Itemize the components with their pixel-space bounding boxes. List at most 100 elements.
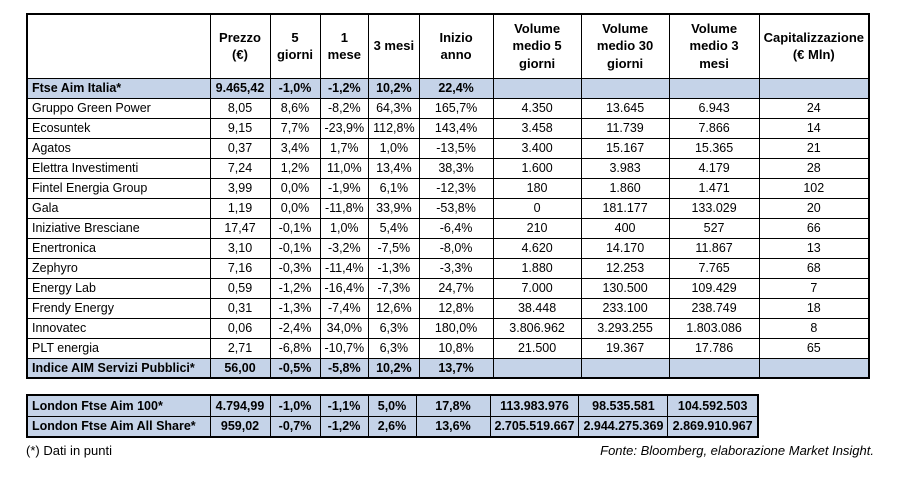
cell-5-giorni: -0,1%: [269, 217, 321, 239]
col-header-5-giorni: 5 giorni: [269, 13, 321, 79]
cell-volume-3m: 1.471: [668, 177, 760, 199]
cell-capitalizzazione: 18: [758, 297, 870, 319]
cell-5-giorni: -1,0%: [269, 77, 321, 99]
table-row: Gruppo Green Power 8,05 8,6% -8,2% 64,3%…: [26, 97, 870, 119]
cell-prezzo: 0,06: [209, 317, 271, 339]
cell-inizio-anno: 13,6%: [415, 415, 491, 438]
cell-volume-3m: 1.803.086: [668, 317, 760, 339]
cell-capitalizzazione: [758, 77, 870, 99]
col-header-prezzo: Prezzo (€): [209, 13, 271, 79]
london-aim-table: London Ftse Aim 100* 4.794,99 -1,0% -1,1…: [26, 394, 759, 438]
table-row: Fintel Energia Group 3,99 0,0% -1,9% 6,1…: [26, 177, 870, 199]
cell-volume-30g: 19.367: [580, 337, 670, 359]
cell-3-mesi: -7,3%: [368, 277, 420, 299]
cell-prezzo: 1,19: [209, 197, 271, 219]
row-label: Elettra Investimenti: [26, 157, 211, 179]
cell-5-giorni: 1,2%: [269, 157, 321, 179]
cell-5-giorni: -0,1%: [269, 237, 321, 259]
cell-5-giorni: -0,3%: [269, 257, 321, 279]
cell-3-mesi: 5,0%: [367, 394, 417, 417]
cell-capitalizzazione: 7: [758, 277, 870, 299]
header-row: Prezzo (€) 5 giorni 1 mese 3 mesi Inizio…: [26, 13, 870, 79]
cell-3-mesi: 33,9%: [368, 197, 420, 219]
cell-inizio-anno: -53,8%: [418, 197, 494, 219]
cell-inizio-anno: 143,4%: [418, 117, 494, 139]
cell-volume-5g: 113.983.976: [489, 394, 580, 417]
cell-volume-5g: 3.806.962: [492, 317, 582, 339]
cell-prezzo: 3,99: [209, 177, 271, 199]
cell-volume-30g: 233.100: [580, 297, 670, 319]
cell-capitalizzazione: 68: [758, 257, 870, 279]
index-row: Ftse Aim Italia* 9.465,42 -1,0% -1,2% 10…: [26, 77, 870, 99]
cell-1-mese: -1,2%: [319, 415, 369, 438]
cell-volume-3m: 133.029: [668, 197, 760, 219]
cell-1-mese: -10,7%: [319, 337, 370, 359]
cell-prezzo: 17,47: [209, 217, 271, 239]
row-label: Frendy Energy: [26, 297, 211, 319]
cell-1-mese: 34,0%: [319, 317, 370, 339]
cell-prezzo: 0,31: [209, 297, 271, 319]
cell-5-giorni: -1,0%: [269, 394, 321, 417]
cell-1-mese: 1,7%: [319, 137, 370, 159]
corner-header: [26, 13, 211, 79]
cell-1-mese: -1,9%: [319, 177, 370, 199]
cell-5-giorni: -0,7%: [269, 415, 321, 438]
cell-5-giorni: 0,0%: [269, 177, 321, 199]
cell-5-giorni: -6,8%: [269, 337, 321, 359]
cell-capitalizzazione: 14: [758, 117, 870, 139]
row-label: Zephyro: [26, 257, 211, 279]
cell-1-mese: -16,4%: [319, 277, 370, 299]
cell-capitalizzazione: 13: [758, 237, 870, 259]
cell-3-mesi: 5,4%: [368, 217, 420, 239]
cell-volume-5g: 3.458: [492, 117, 582, 139]
cell-prezzo: 959,02: [209, 415, 271, 438]
cell-1-mese: -1,1%: [319, 394, 369, 417]
table-row: Zephyro 7,16 -0,3% -11,4% -1,3% -3,3% 1.…: [26, 257, 870, 279]
cell-5-giorni: -2,4%: [269, 317, 321, 339]
cell-volume-5g: [492, 77, 582, 99]
cell-inizio-anno: 180,0%: [418, 317, 494, 339]
row-label: Fintel Energia Group: [26, 177, 211, 199]
row-label: PLT energia: [26, 337, 211, 359]
col-header-3-mesi: 3 mesi: [368, 13, 420, 79]
cell-capitalizzazione: 102: [758, 177, 870, 199]
cell-volume-3m: 4.179: [668, 157, 760, 179]
cell-volume-5g: 1.600: [492, 157, 582, 179]
cell-volume-3m: 15.365: [668, 137, 760, 159]
col-header-volume-5-giorni: Volume medio 5 giorni: [492, 13, 582, 79]
table-row: Innovatec 0,06 -2,4% 34,0% 6,3% 180,0% 3…: [26, 317, 870, 339]
cell-prezzo: 8,05: [209, 97, 271, 119]
cell-volume-5g: 4.350: [492, 97, 582, 119]
cell-volume-3m: 7.866: [668, 117, 760, 139]
cell-volume-5g: [492, 357, 582, 379]
cell-3-mesi: 64,3%: [368, 97, 420, 119]
cell-volume-30g: 181.177: [580, 197, 670, 219]
cell-1-mese: -1,2%: [319, 77, 370, 99]
cell-inizio-anno: -8,0%: [418, 237, 494, 259]
cell-volume-30g: [580, 77, 670, 99]
cell-volume-30g: 12.253: [580, 257, 670, 279]
cell-volume-30g: 11.739: [580, 117, 670, 139]
footnote-dati-in-punti: (*) Dati in punti: [26, 443, 112, 458]
cell-inizio-anno: 38,3%: [418, 157, 494, 179]
cell-volume-3m: 527: [668, 217, 760, 239]
cell-volume-30g: 13.645: [580, 97, 670, 119]
footer: (*) Dati in punti Fonte: Bloomberg, elab…: [26, 443, 874, 458]
cell-1-mese: -3,2%: [319, 237, 370, 259]
cell-volume-30g: 2.944.275.369: [578, 415, 669, 438]
row-label: Indice AIM Servizi Pubblici*: [26, 357, 211, 379]
col-header-inizio-anno: Inizio anno: [418, 13, 494, 79]
index-row: Indice AIM Servizi Pubblici* 56,00 -0,5%…: [26, 357, 870, 379]
cell-3-mesi: 10,2%: [368, 77, 420, 99]
cell-inizio-anno: 12,8%: [418, 297, 494, 319]
table-row: Enertronica 3,10 -0,1% -3,2% -7,5% -8,0%…: [26, 237, 870, 259]
table-row: Iniziative Bresciane 17,47 -0,1% 1,0% 5,…: [26, 217, 870, 239]
cell-volume-3m: 11.867: [668, 237, 760, 259]
cell-volume-5g: 38.448: [492, 297, 582, 319]
cell-volume-30g: 1.860: [580, 177, 670, 199]
row-label: Innovatec: [26, 317, 211, 339]
cell-prezzo: 56,00: [209, 357, 271, 379]
cell-5-giorni: 3,4%: [269, 137, 321, 159]
cell-3-mesi: 112,8%: [368, 117, 420, 139]
